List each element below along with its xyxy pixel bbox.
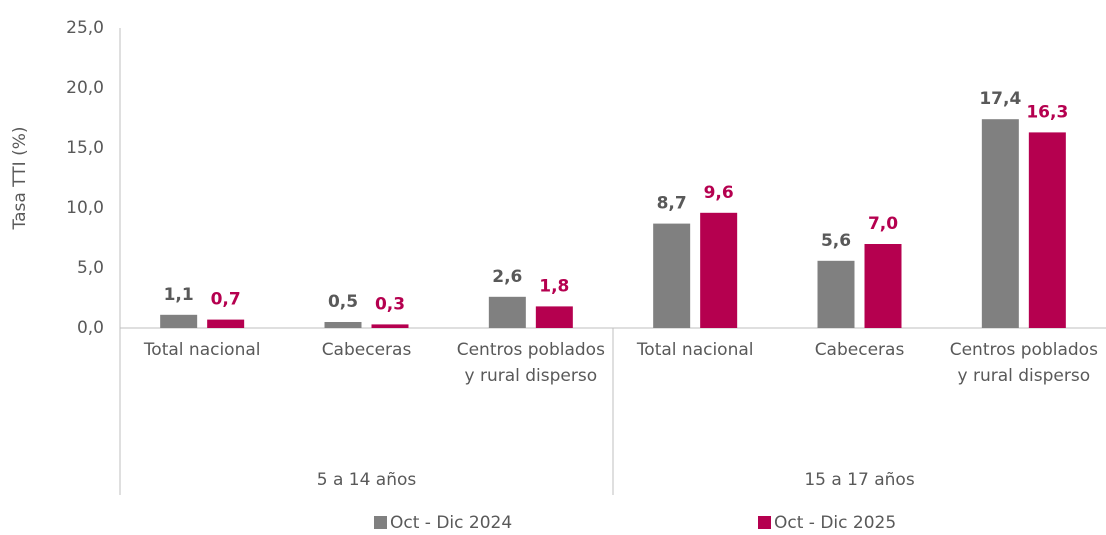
y-tick-label: 10,0	[66, 198, 104, 218]
x-tick-label: Total nacional	[636, 340, 754, 360]
value-label: 17,4	[979, 89, 1021, 109]
value-label: 1,1	[164, 285, 194, 305]
legend-label: Oct - Dic 2025	[774, 513, 896, 533]
bar	[371, 324, 409, 328]
x-tick-label: Centros poblados y rural disperso	[949, 340, 1098, 386]
y-axis-label: Tasa TTI (%)	[10, 127, 30, 231]
y-tick-label: 15,0	[66, 138, 104, 158]
x-tick-label: Cabeceras	[321, 340, 412, 360]
x-tick-label: Cabeceras	[814, 340, 905, 360]
group-label: 15 a 17 años	[804, 470, 914, 490]
value-label: 1,8	[539, 276, 569, 296]
bar	[864, 244, 902, 328]
legend-swatch	[758, 516, 771, 529]
value-label: 0,3	[375, 294, 405, 314]
value-label: 7,0	[868, 214, 898, 234]
bar	[488, 296, 526, 328]
y-tick-label: 20,0	[66, 78, 104, 98]
bar	[653, 223, 691, 328]
bar	[981, 119, 1019, 328]
value-label: 2,6	[492, 267, 522, 287]
value-label: 16,3	[1026, 102, 1068, 122]
value-label: 0,7	[211, 290, 241, 310]
x-tick-label: Total nacional	[143, 340, 261, 360]
bar	[817, 260, 855, 328]
bar	[1028, 132, 1066, 328]
x-tick-label: Centros poblados y rural disperso	[456, 340, 605, 386]
value-label: 8,7	[657, 194, 687, 214]
bar	[160, 314, 198, 328]
y-tick-label: 25,0	[66, 18, 104, 38]
value-label: 5,6	[821, 231, 851, 251]
legend-swatch	[374, 516, 387, 529]
group-label: 5 a 14 años	[317, 470, 417, 490]
y-tick-label: 5,0	[77, 258, 104, 278]
bar	[207, 319, 245, 328]
value-label: 0,5	[328, 292, 358, 312]
legend-label: Oct - Dic 2024	[390, 513, 512, 533]
y-tick-label: 0,0	[77, 318, 104, 338]
bar	[535, 306, 573, 328]
bar	[700, 212, 738, 328]
bar	[324, 322, 362, 328]
value-label: 9,6	[704, 183, 734, 203]
